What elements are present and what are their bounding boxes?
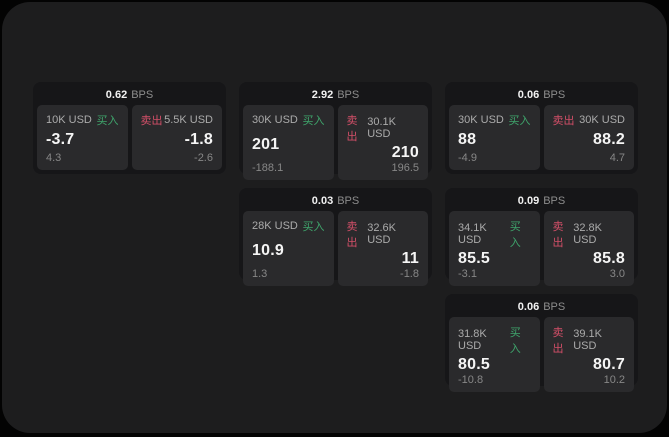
sell-label: 卖出 xyxy=(552,221,564,249)
bps-header: 0.62 BPS xyxy=(37,86,222,105)
quote-card-4: 0.03 BPS 28K USD 买入 10.9 1.3 卖出 32.6K US… xyxy=(239,188,432,286)
quote-card-2: 2.92 BPS 30K USD 买入 201 -188.1 卖出 30.1K … xyxy=(239,82,432,180)
buy-size: 31.8K USD xyxy=(458,328,487,352)
sell-quote-tile[interactable]: 卖出 32.6K USD 11 -1.8 xyxy=(337,211,428,286)
buy-sub-value: -188.1 xyxy=(252,162,284,174)
bps-header: 0.06 BPS xyxy=(449,86,634,105)
buy-label: 买入 xyxy=(509,221,521,249)
buy-size: 30K USD xyxy=(252,114,298,126)
sell-size: 39.1K USD xyxy=(573,328,602,352)
buy-quote-tile[interactable]: 28K USD 买入 10.9 1.3 xyxy=(243,211,334,286)
buy-price: 201 xyxy=(252,136,280,153)
sell-price: 11 xyxy=(401,250,419,267)
buy-label: 买入 xyxy=(302,115,325,127)
quote-card-6: 0.06 BPS 31.8K USD 买入 80.5 -10.8 卖出 39.1… xyxy=(445,294,638,392)
buy-size: 34.1K USD xyxy=(458,222,487,246)
buy-label: 买入 xyxy=(96,115,119,127)
buy-label: 买入 xyxy=(302,221,325,233)
sell-size: 5.5K USD xyxy=(164,114,213,126)
buy-quote-tile[interactable]: 30K USD 买入 201 -188.1 xyxy=(243,105,334,180)
quote-grid: 0.62 BPS 10K USD 买入 -3.7 4.3 卖出 5.5K USD xyxy=(33,82,638,392)
bps-unit-label: BPS xyxy=(543,301,566,313)
bps-header: 0.06 BPS xyxy=(449,298,634,317)
sell-sub-value: 4.7 xyxy=(609,152,625,164)
quote-body: 10K USD 买入 -3.7 4.3 卖出 5.5K USD -1.8 -2.… xyxy=(37,105,222,170)
sell-price: 80.7 xyxy=(593,356,625,373)
sell-sub-value: 10.2 xyxy=(603,374,625,386)
bps-header: 0.09 BPS xyxy=(449,192,634,211)
quote-body: 30K USD 买入 88 -4.9 卖出 30K USD 88.2 4.7 xyxy=(449,105,634,170)
sell-quote-tile[interactable]: 卖出 30K USD 88.2 4.7 xyxy=(543,105,634,170)
sell-price: 210 xyxy=(391,144,419,161)
bps-unit-label: BPS xyxy=(543,89,566,101)
quote-body: 28K USD 买入 10.9 1.3 卖出 32.6K USD 11 -1.8 xyxy=(243,211,428,286)
quote-body: 31.8K USD 买入 80.5 -10.8 卖出 39.1K USD 80.… xyxy=(449,317,634,392)
buy-quote-tile[interactable]: 30K USD 买入 88 -4.9 xyxy=(449,105,540,170)
buy-quote-tile[interactable]: 34.1K USD 买入 85.5 -3.1 xyxy=(449,211,540,286)
buy-sub-value: -3.1 xyxy=(458,268,477,280)
buy-price: 85.5 xyxy=(458,250,490,267)
sell-quote-tile[interactable]: 卖出 32.8K USD 85.8 3.0 xyxy=(543,211,634,286)
quote-card-1: 0.62 BPS 10K USD 买入 -3.7 4.3 卖出 5.5K USD xyxy=(33,82,226,174)
sell-sub-value: -2.6 xyxy=(194,152,213,164)
sell-label: 卖出 xyxy=(552,115,575,127)
buy-quote-tile[interactable]: 31.8K USD 买入 80.5 -10.8 xyxy=(449,317,540,392)
buy-price: 80.5 xyxy=(458,356,490,373)
sell-quote-tile[interactable]: 卖出 5.5K USD -1.8 -2.6 xyxy=(131,105,222,170)
buy-price: 88 xyxy=(458,131,477,148)
bps-value: 2.92 xyxy=(311,89,334,101)
bps-unit-label: BPS xyxy=(337,195,360,207)
quote-card-3: 0.06 BPS 30K USD 买入 88 -4.9 卖出 30K USD xyxy=(445,82,638,174)
buy-size: 10K USD xyxy=(46,114,92,126)
buy-label: 买入 xyxy=(508,115,531,127)
sell-size: 30K USD xyxy=(579,114,625,126)
buy-sub-value: 1.3 xyxy=(252,268,268,280)
sell-label: 卖出 xyxy=(140,115,163,127)
buy-price: 10.9 xyxy=(252,242,284,259)
bps-header: 0.03 BPS xyxy=(243,192,428,211)
sell-price: -1.8 xyxy=(184,131,213,148)
sell-price: 85.8 xyxy=(593,250,625,267)
sell-quote-tile[interactable]: 卖出 39.1K USD 80.7 10.2 xyxy=(543,317,634,392)
quote-body: 30K USD 买入 201 -188.1 卖出 30.1K USD 210 1… xyxy=(243,105,428,180)
buy-size: 28K USD xyxy=(252,220,298,232)
sell-size: 32.8K USD xyxy=(573,222,602,246)
sell-sub-value: -1.8 xyxy=(400,268,419,280)
buy-quote-tile[interactable]: 10K USD 买入 -3.7 4.3 xyxy=(37,105,128,170)
sell-label: 卖出 xyxy=(346,221,358,249)
buy-sub-value: -4.9 xyxy=(458,152,477,164)
sell-label: 卖出 xyxy=(346,115,358,143)
sell-label: 卖出 xyxy=(552,327,564,355)
buy-price: -3.7 xyxy=(46,131,75,148)
bps-unit-label: BPS xyxy=(543,195,566,207)
buy-size: 30K USD xyxy=(458,114,504,126)
bps-value: 0.06 xyxy=(517,301,540,313)
quote-card-5: 0.09 BPS 34.1K USD 买入 85.5 -3.1 卖出 32.8K… xyxy=(445,188,638,286)
buy-sub-value: -10.8 xyxy=(458,374,484,386)
sell-sub-value: 3.0 xyxy=(609,268,625,280)
buy-label: 买入 xyxy=(509,327,521,355)
bps-unit-label: BPS xyxy=(131,89,154,101)
buy-sub-value: 4.3 xyxy=(46,152,62,164)
sell-sub-value: 196.5 xyxy=(391,162,419,174)
bps-header: 2.92 BPS xyxy=(243,86,428,105)
bps-value: 0.09 xyxy=(517,195,540,207)
sell-size: 30.1K USD xyxy=(367,116,396,140)
bps-value: 0.62 xyxy=(105,89,128,101)
quote-body: 34.1K USD 买入 85.5 -3.1 卖出 32.8K USD 85.8… xyxy=(449,211,634,286)
bps-unit-label: BPS xyxy=(337,89,360,101)
sell-size: 32.6K USD xyxy=(367,222,396,246)
bps-value: 0.06 xyxy=(517,89,540,101)
sell-price: 88.2 xyxy=(593,131,625,148)
sell-quote-tile[interactable]: 卖出 30.1K USD 210 196.5 xyxy=(337,105,428,180)
bps-value: 0.03 xyxy=(311,195,334,207)
